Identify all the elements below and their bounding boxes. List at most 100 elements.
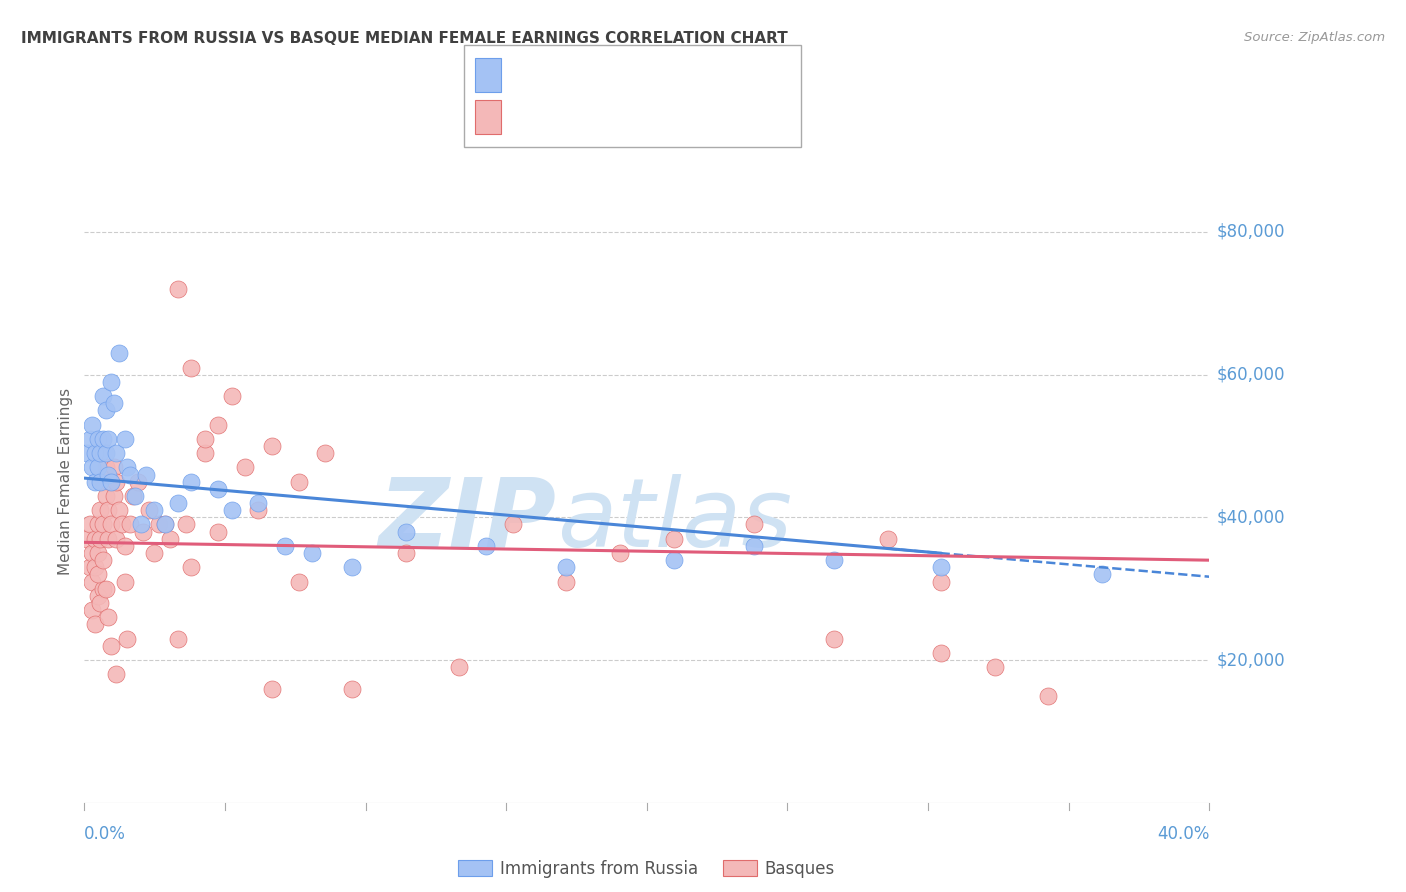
Point — [555, 574, 578, 589]
Point — [108, 503, 131, 517]
Point — [76, 532, 98, 546]
Point — [82, 460, 104, 475]
Point — [91, 553, 114, 567]
Point — [823, 632, 845, 646]
Point — [94, 446, 117, 460]
Text: N =: N = — [621, 66, 669, 84]
Point — [395, 524, 418, 539]
Point — [143, 503, 166, 517]
Point — [260, 439, 283, 453]
Point — [118, 467, 141, 482]
Point — [984, 660, 1007, 674]
Text: IMMIGRANTS FROM RUSSIA VS BASQUE MEDIAN FEMALE EARNINGS CORRELATION CHART: IMMIGRANTS FROM RUSSIA VS BASQUE MEDIAN … — [21, 31, 787, 46]
Point — [87, 432, 110, 446]
Point — [84, 475, 107, 489]
Y-axis label: Median Female Earnings: Median Female Earnings — [58, 388, 73, 575]
Point — [274, 539, 297, 553]
Text: $80,000: $80,000 — [1216, 223, 1285, 241]
Point — [180, 360, 202, 375]
Point — [87, 460, 110, 475]
Point — [79, 517, 101, 532]
Point — [314, 446, 336, 460]
Point — [194, 446, 217, 460]
Point — [233, 460, 256, 475]
Point — [194, 432, 217, 446]
Text: 79: 79 — [669, 108, 693, 126]
Point — [91, 475, 114, 489]
Point — [87, 546, 110, 560]
Point — [89, 475, 111, 489]
Point — [555, 560, 578, 574]
Text: $20,000: $20,000 — [1216, 651, 1285, 669]
Point — [94, 582, 117, 596]
Point — [931, 560, 953, 574]
Point — [105, 532, 128, 546]
Point — [287, 574, 309, 589]
Point — [609, 546, 631, 560]
Point — [876, 532, 898, 546]
Point — [103, 460, 125, 475]
Point — [114, 539, 136, 553]
Point — [87, 517, 110, 532]
Text: Source: ZipAtlas.com: Source: ZipAtlas.com — [1244, 31, 1385, 45]
Point — [97, 610, 120, 624]
Point — [207, 417, 229, 432]
Point — [207, 524, 229, 539]
Point — [301, 546, 323, 560]
Point — [135, 467, 157, 482]
Point — [91, 389, 114, 403]
Text: $40,000: $40,000 — [1216, 508, 1285, 526]
Point — [475, 539, 498, 553]
Text: $60,000: $60,000 — [1216, 366, 1285, 384]
Point — [180, 560, 202, 574]
Point — [97, 532, 120, 546]
Point — [167, 282, 190, 296]
Point — [100, 375, 122, 389]
Point — [82, 603, 104, 617]
Point — [1091, 567, 1114, 582]
Text: R =: R = — [512, 108, 548, 126]
Point — [97, 432, 120, 446]
Point — [79, 432, 101, 446]
Point — [105, 446, 128, 460]
Point — [87, 567, 110, 582]
Point — [103, 396, 125, 410]
Point — [260, 681, 283, 696]
Point — [153, 517, 176, 532]
Point — [449, 660, 471, 674]
Text: R =: R = — [512, 66, 548, 84]
Point — [127, 475, 149, 489]
Text: 45: 45 — [669, 66, 692, 84]
Point — [115, 632, 138, 646]
Point — [114, 432, 136, 446]
Point — [121, 489, 143, 503]
Text: 40.0%: 40.0% — [1157, 825, 1209, 843]
Point — [114, 574, 136, 589]
Point — [82, 574, 104, 589]
Point — [105, 667, 128, 681]
Text: ZIP: ZIP — [378, 474, 557, 566]
Point — [79, 560, 101, 574]
Point — [84, 532, 107, 546]
Text: atlas: atlas — [557, 474, 792, 566]
Point — [100, 517, 122, 532]
Point — [138, 503, 160, 517]
Point — [221, 503, 243, 517]
Point — [742, 517, 765, 532]
Point — [221, 389, 243, 403]
Text: -0.040: -0.040 — [554, 108, 613, 126]
Point — [91, 517, 114, 532]
Point — [94, 403, 117, 417]
Point — [84, 617, 107, 632]
Point — [100, 639, 122, 653]
Point — [89, 503, 111, 517]
Point — [84, 560, 107, 574]
Point — [167, 632, 190, 646]
Point — [118, 517, 141, 532]
Point — [174, 517, 197, 532]
Point — [180, 475, 202, 489]
Point — [153, 517, 176, 532]
Point — [108, 346, 131, 360]
Point — [89, 596, 111, 610]
Point — [167, 496, 190, 510]
